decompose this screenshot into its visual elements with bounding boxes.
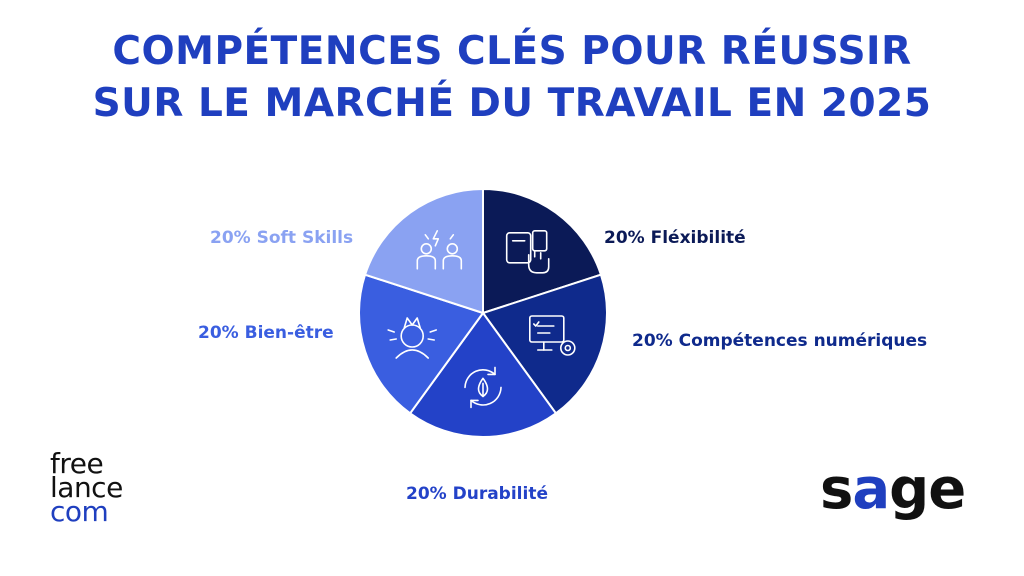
leaf-cycle-icon [464,366,502,409]
freelance-logo: free lance com [50,447,123,528]
slice-label-4: 20% Bien-être [198,323,334,343]
pie-slice-2 [481,273,608,415]
slice-label-3: 20% Durabilité [406,484,548,504]
title-line-2: SUR LE MARCHÉ DU TRAVAIL EN 2025 [92,81,932,126]
devices-touch-icon [505,230,550,274]
title-line-1: COMPÉTENCES CLÉS POUR RÉUSSIR [112,29,912,74]
wellbeing-head-icon [387,317,438,359]
page-title: COMPÉTENCES CLÉS POUR RÉUSSIR SUR LE MAR… [0,26,1024,130]
screen-gear-icon [528,315,576,356]
sage-logo: sage [820,457,966,522]
pie-slice-5 [363,187,484,315]
slice-label-1: 20% Fléxibilité [604,228,746,248]
slice-label-5: 20% Soft Skills [210,228,354,248]
pie-slice-4 [358,273,485,415]
slice-label-2: 20% Compétences numériques [632,331,928,351]
people-spark-icon [416,230,463,270]
pie-slice-3 [408,311,558,438]
